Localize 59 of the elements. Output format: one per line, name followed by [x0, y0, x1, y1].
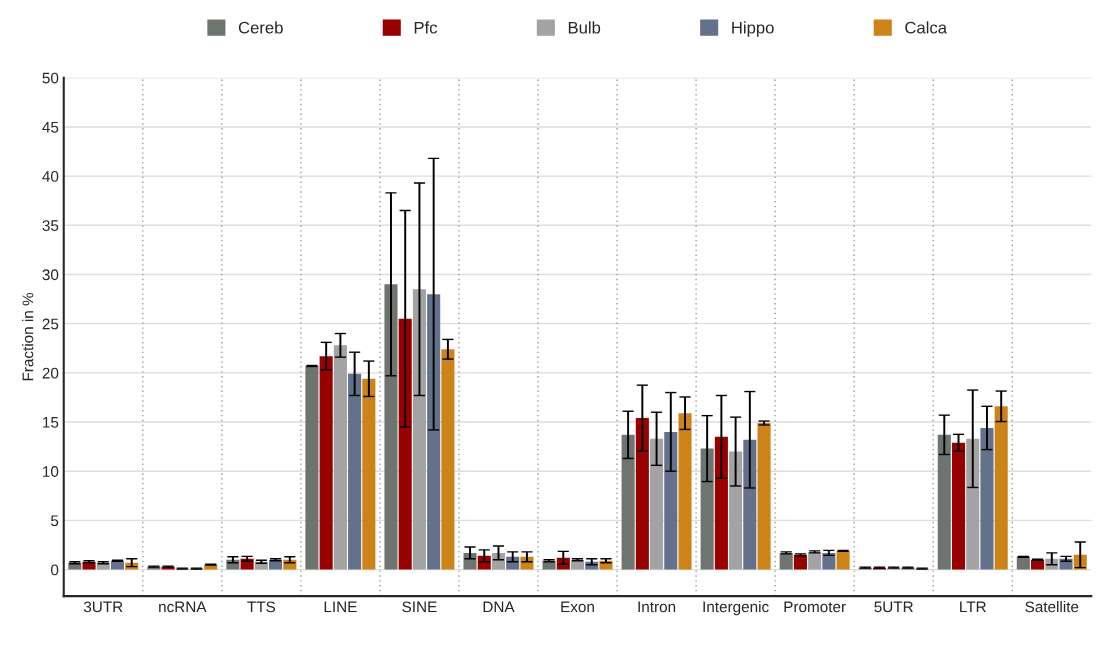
x-tick-label: Promoter [784, 601, 846, 613]
legend-label: Hippo [732, 21, 774, 37]
bar [650, 438, 664, 570]
x-tick-label: DNA [483, 601, 515, 613]
bar [412, 289, 426, 570]
bar [951, 442, 966, 570]
y-tick-label: 20 [42, 367, 59, 379]
bar [700, 448, 714, 570]
bar [994, 406, 1008, 570]
x-tick-label: Exon [561, 601, 594, 613]
bar [384, 284, 398, 570]
y-tick-label: 25 [42, 318, 59, 330]
x-tick-label: LINE [324, 601, 357, 613]
x-tick-label: SINE [402, 601, 437, 613]
y-tick-label: 35 [42, 220, 59, 231]
bar [635, 418, 649, 570]
y-tick-label: 40 [42, 171, 59, 182]
y-tick-label: 50 [42, 72, 59, 84]
x-tick-label: 5UTR [874, 601, 913, 613]
bar [937, 434, 951, 570]
bar [333, 345, 347, 570]
bar [1031, 559, 1045, 570]
bar [1016, 556, 1030, 570]
y-tick-label: 5 [51, 515, 59, 527]
legend-label: Bulb [568, 21, 601, 34]
bar [398, 318, 412, 570]
bar [621, 434, 635, 570]
x-tick-label: Intron [638, 601, 676, 613]
y-axis-title: Fraction in % [22, 292, 34, 381]
x-tick-label: Satellite [1025, 601, 1079, 613]
bar [729, 451, 743, 570]
bar [743, 439, 757, 570]
bar [714, 436, 728, 570]
bar [980, 427, 994, 570]
bar [678, 413, 692, 570]
bar [664, 431, 678, 570]
y-tick-label: 30 [42, 269, 59, 281]
legend-label: Pfc [414, 21, 438, 34]
bar [362, 378, 376, 570]
legend-label: Cereb [238, 21, 283, 34]
y-tick-label: 15 [43, 417, 59, 428]
x-tick-label: ncRNA [159, 601, 207, 613]
bar [348, 373, 362, 570]
bar [757, 423, 771, 570]
bar [427, 294, 441, 570]
x-tick-label: LTR [960, 601, 986, 613]
x-tick-label: 3UTR [83, 601, 123, 613]
bar [966, 438, 980, 570]
bar [542, 560, 556, 570]
bar [441, 349, 455, 570]
bar [319, 356, 333, 570]
x-tick-label: Intergenic [703, 601, 769, 616]
legend-label: Calca [905, 21, 948, 34]
x-tick-label: TTS [247, 601, 276, 613]
y-tick-label: 10 [43, 466, 59, 477]
bar [305, 365, 319, 570]
y-tick-label: 45 [42, 121, 59, 133]
y-tick-label: 0 [50, 564, 59, 576]
bar [463, 552, 477, 570]
